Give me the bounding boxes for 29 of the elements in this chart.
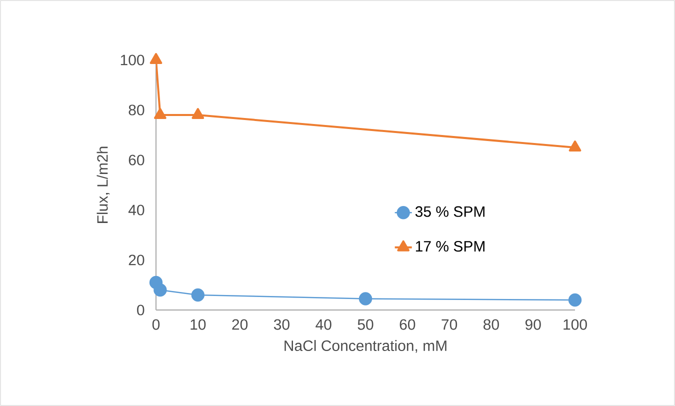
y-tick-label: 80	[128, 104, 144, 116]
point	[150, 52, 162, 64]
x-tick-label: 10	[190, 319, 206, 330]
y-tick-label: 0	[137, 304, 144, 316]
point	[568, 293, 582, 307]
y-tick-label: 40	[128, 204, 144, 216]
point	[154, 283, 167, 297]
y-axis-title: Flux, L/m2h	[96, 146, 110, 223]
y-tick-label: 20	[128, 254, 144, 266]
y-tick-label: 60	[128, 154, 144, 166]
x-tick-label: 20	[232, 319, 248, 330]
y-tick-label: 100	[120, 54, 144, 66]
x-tick-label: 60	[400, 319, 416, 330]
point	[358, 292, 372, 306]
x-tick-label: 90	[525, 319, 541, 330]
point	[154, 108, 166, 119]
point	[192, 108, 204, 119]
x-tick-label: 30	[274, 319, 290, 330]
x-tick-label: 80	[484, 319, 499, 330]
point	[191, 288, 204, 302]
legend-label: 17 % SPM	[416, 240, 484, 252]
x-tick-label: 100	[564, 319, 587, 330]
x-tick-label: 40	[316, 319, 332, 330]
legend-label: 35 % SPM	[415, 206, 484, 217]
x-axis-title: NaCl Concentration, mM	[284, 340, 446, 353]
x-tick-label: 70	[442, 319, 458, 330]
x-tick-label: 0	[152, 319, 160, 330]
point	[568, 140, 582, 152]
x-tick-label: 50	[358, 319, 374, 330]
